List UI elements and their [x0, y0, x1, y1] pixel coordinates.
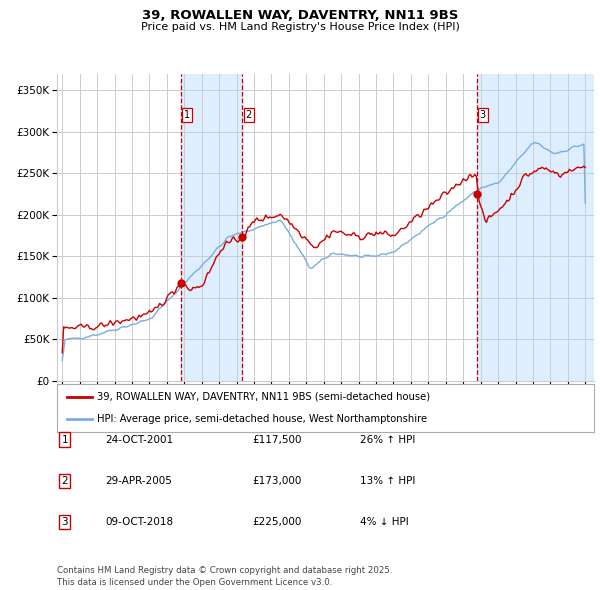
Text: 1: 1 — [184, 110, 190, 120]
Text: 3: 3 — [61, 517, 68, 527]
Text: 29-APR-2005: 29-APR-2005 — [105, 476, 172, 486]
Bar — [476, 74, 594, 381]
Bar — [181, 74, 242, 381]
Text: 1: 1 — [61, 435, 68, 444]
Text: £117,500: £117,500 — [252, 435, 302, 444]
Text: 26% ↑ HPI: 26% ↑ HPI — [360, 435, 415, 444]
Text: 39, ROWALLEN WAY, DAVENTRY, NN11 9BS (semi-detached house): 39, ROWALLEN WAY, DAVENTRY, NN11 9BS (se… — [97, 392, 430, 402]
Text: HPI: Average price, semi-detached house, West Northamptonshire: HPI: Average price, semi-detached house,… — [97, 414, 427, 424]
Text: Contains HM Land Registry data © Crown copyright and database right 2025.
This d: Contains HM Land Registry data © Crown c… — [57, 566, 392, 587]
Text: 13% ↑ HPI: 13% ↑ HPI — [360, 476, 415, 486]
Text: 2: 2 — [61, 476, 68, 486]
Text: 4% ↓ HPI: 4% ↓ HPI — [360, 517, 409, 527]
Text: 24-OCT-2001: 24-OCT-2001 — [105, 435, 173, 444]
Text: £225,000: £225,000 — [252, 517, 301, 527]
Text: £173,000: £173,000 — [252, 476, 301, 486]
Text: Price paid vs. HM Land Registry's House Price Index (HPI): Price paid vs. HM Land Registry's House … — [140, 22, 460, 32]
Text: 2: 2 — [245, 110, 252, 120]
Text: 3: 3 — [480, 110, 486, 120]
Text: 09-OCT-2018: 09-OCT-2018 — [105, 517, 173, 527]
Text: 39, ROWALLEN WAY, DAVENTRY, NN11 9BS: 39, ROWALLEN WAY, DAVENTRY, NN11 9BS — [142, 9, 458, 22]
